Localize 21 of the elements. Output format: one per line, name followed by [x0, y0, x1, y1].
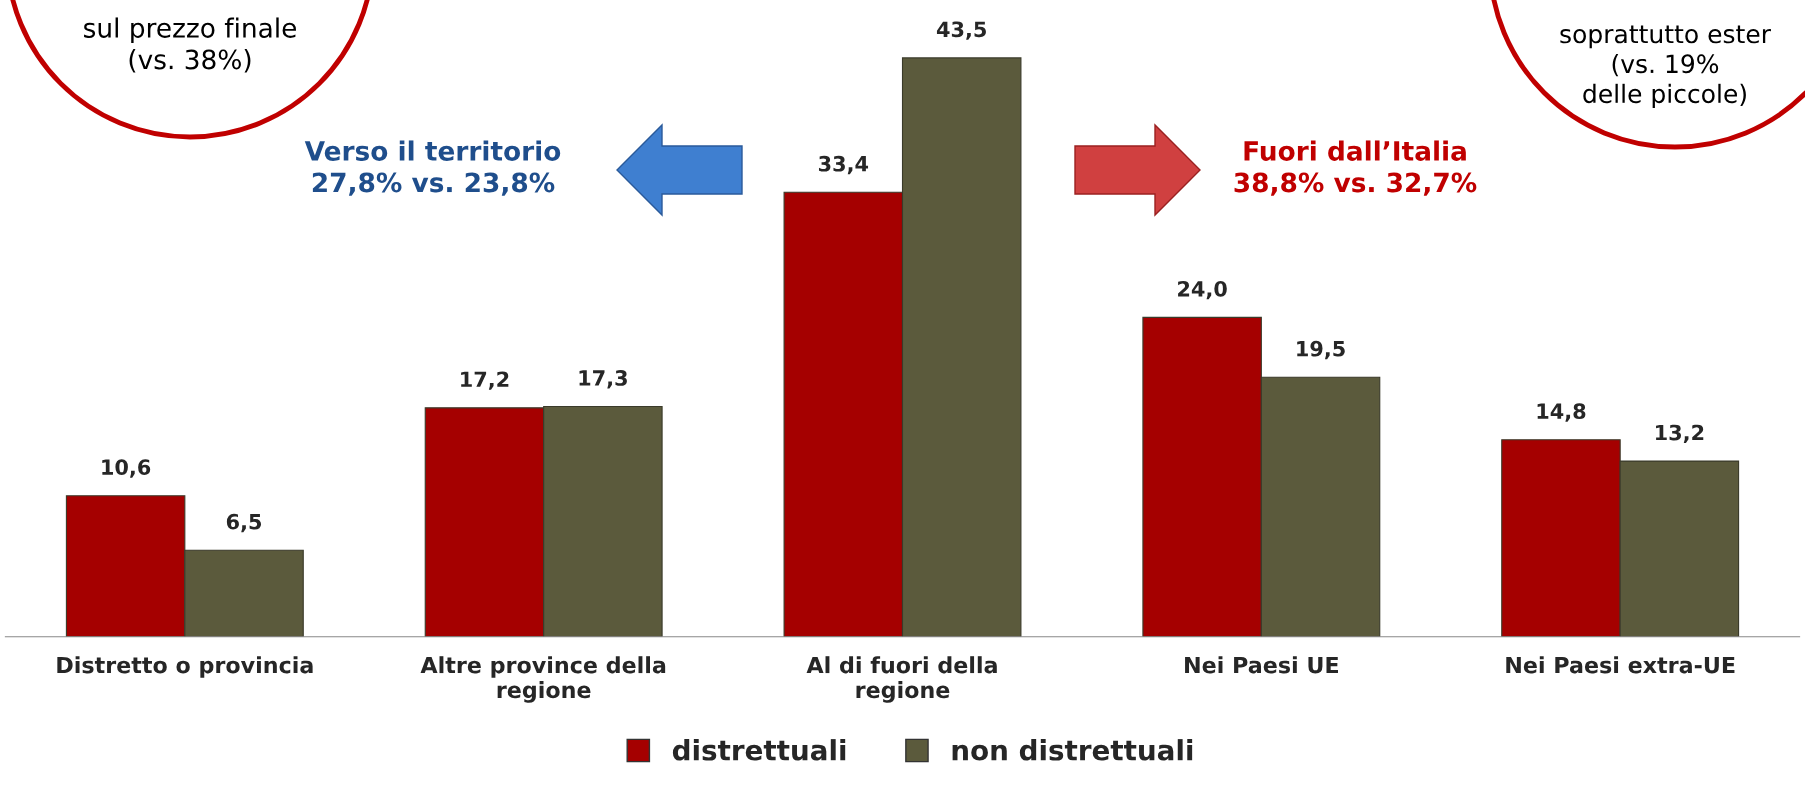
x-tick-label: Altre province della regione: [420, 656, 666, 703]
data-label: 13,2: [1656, 424, 1704, 444]
data-label: 10,6: [102, 459, 151, 478]
data-label: 14,8: [1537, 403, 1586, 422]
data-label: 33,4: [818, 155, 869, 175]
annotation: Fuori dall’Italia 38,8% vs. 32,7%: [1234, 140, 1477, 196]
data-label: 43,5: [936, 21, 986, 40]
annotation: Verso il territorio 27,8% vs. 23,8%: [304, 140, 561, 196]
data-label: 24,0: [1178, 280, 1227, 300]
x-tick-label: Nei Paesi UE: [1185, 656, 1338, 674]
data-label: 17,3: [579, 370, 627, 389]
legend-label: distrettuali: [672, 739, 846, 761]
annotation: soprattutto ester (vs. 19% delle piccole): [1560, 25, 1771, 108]
x-tick-label: Nei Paesi extra-UE: [1506, 656, 1735, 674]
x-tick-label: Al di fuori della regione: [806, 656, 997, 703]
legend-label: non distrettuali: [952, 739, 1193, 761]
annotation: sul prezzo finale (vs. 38%): [84, 17, 296, 73]
data-label: 6,5: [226, 513, 262, 533]
x-tick-label: Distretto o provincia: [57, 656, 313, 678]
data-label: 17,2: [461, 371, 509, 390]
data-label: 19,5: [1297, 340, 1345, 360]
